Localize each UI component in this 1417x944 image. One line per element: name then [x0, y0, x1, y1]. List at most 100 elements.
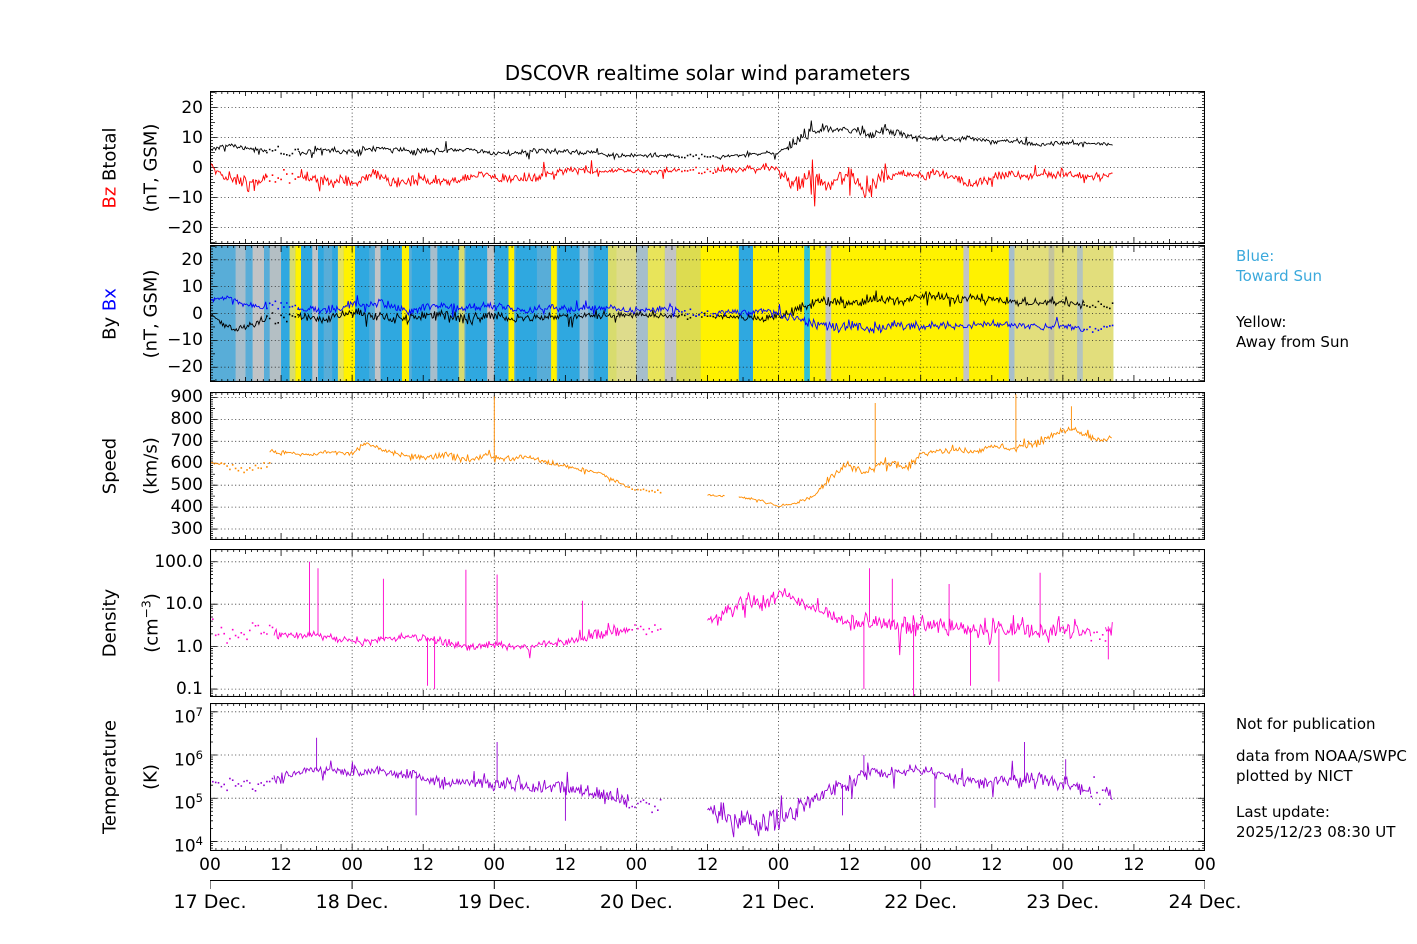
- x-hour-label: 00: [199, 855, 221, 875]
- density-panel: [210, 549, 1205, 697]
- x-hour-label: 12: [270, 855, 292, 875]
- series-by: [210, 311, 268, 332]
- series-bx: [297, 295, 680, 318]
- by-bx-axis-unit: (nT, GSM): [140, 269, 162, 358]
- x-hour-label: 12: [554, 855, 577, 875]
- x-hour-label: 00: [341, 855, 363, 875]
- temperature-ytick-label: 105: [174, 791, 203, 814]
- series-temperature-dots: [1090, 776, 1107, 806]
- series-temperature: [1105, 786, 1113, 801]
- gridlines: [210, 703, 1205, 851]
- series-group: [210, 394, 1113, 508]
- series-density: [273, 622, 630, 659]
- axis-ticks: [210, 245, 1205, 382]
- bz-btotal-axis-label: Bz Btotal: [99, 126, 121, 209]
- x-date-label: 20 Dec.: [599, 891, 673, 913]
- series-btotal-dots: [266, 145, 299, 157]
- speed-ytick-label: 400: [170, 497, 203, 518]
- series-group: [210, 737, 1113, 838]
- note-last-update: Last update: 2025/12/23 08:30 UT: [1236, 802, 1395, 842]
- x-date-label: 23 Dec.: [1026, 891, 1100, 913]
- x-hour-label: 12: [980, 855, 1003, 875]
- series-group: [210, 290, 1114, 334]
- series-temperature: [707, 760, 1092, 838]
- chart-title: DSCOVR realtime solar wind parameters: [504, 61, 911, 85]
- bz-btotal-ytick-label: 10: [181, 127, 203, 148]
- speed-axis-label: Speed: [99, 437, 121, 495]
- series-speed-dots: [628, 486, 662, 494]
- series-bx: [714, 303, 1085, 334]
- speed-ytick-label: 500: [170, 475, 203, 496]
- density-ytick-label: 1.0: [175, 636, 203, 657]
- x-hour-label: 00: [909, 855, 932, 875]
- series-speed: [707, 494, 725, 498]
- series-speed-spikes: [493, 394, 1072, 467]
- series-speed: [269, 442, 630, 488]
- panel-frame: [210, 549, 1205, 697]
- series-btotal-dots: [678, 153, 714, 160]
- legend-blue-line1: Blue:: [1236, 247, 1275, 265]
- panel-frame: [210, 245, 1205, 382]
- series-density: [707, 588, 1092, 656]
- bz-btotal-axis-unit: (nT, GSM): [140, 123, 162, 212]
- by-bx-ytick-label: −20: [167, 357, 203, 378]
- series-density-dots: [210, 618, 274, 644]
- by-bx-ytick-label: 0: [192, 303, 203, 324]
- series-btotal: [210, 143, 268, 155]
- series-bz: [714, 159, 1113, 207]
- series-temperature: [273, 760, 630, 808]
- speed-axis-unit: (km/s): [140, 437, 162, 495]
- series-bx-dots: [266, 300, 299, 310]
- legend-yellow-line2: Away from Sun: [1236, 333, 1349, 351]
- series-by: [714, 290, 1085, 323]
- note-not-for-publication: Not for publication: [1236, 715, 1376, 733]
- speed-panel: [210, 392, 1205, 540]
- axis-ticks: [210, 392, 1205, 540]
- series-bx-dots: [1083, 324, 1114, 333]
- x-hour-label: 00: [625, 855, 648, 875]
- series-temperature-dots: [628, 798, 662, 814]
- date-axis-ticks: [210, 880, 1205, 889]
- date-axis: [210, 880, 1205, 889]
- series-speed: [738, 426, 1113, 508]
- x-hour-label: 12: [1123, 855, 1145, 875]
- axis-ticks: [210, 549, 1205, 697]
- legend-blue-line2: Toward Sun: [1236, 267, 1322, 285]
- gridlines: [210, 91, 1205, 244]
- speed-ytick-label: 900: [170, 387, 203, 408]
- series-speed: [210, 461, 222, 466]
- series-bz: [210, 162, 268, 193]
- series-bz-dots: [678, 166, 714, 175]
- series-btotal: [297, 141, 680, 161]
- bz-btotal-ytick-label: −20: [167, 217, 203, 238]
- density-axis-label: Density: [99, 588, 121, 658]
- density-ytick-label: 10.0: [165, 594, 203, 615]
- bz-btotal-panel: [210, 91, 1205, 244]
- bz-btotal-ytick-label: −10: [167, 187, 203, 208]
- bz-btotal-ytick-label: 0: [192, 157, 203, 178]
- legend-yellow: Yellow: Away from Sun: [1236, 312, 1349, 352]
- series-group: [210, 561, 1113, 697]
- density-ytick-label: 100.0: [154, 551, 203, 572]
- speed-ytick-label: 600: [170, 453, 203, 474]
- by-bx-ytick-label: 10: [181, 276, 203, 297]
- x-date-label: 21 Dec.: [742, 891, 816, 913]
- speed-ytick-label: 300: [170, 519, 203, 540]
- series-by-dots: [1083, 300, 1114, 310]
- note-credit-line1: data from NOAA/SWPC: [1236, 747, 1407, 765]
- note-last-update-line1: Last update:: [1236, 803, 1330, 821]
- temperature-ytick-label: 104: [174, 834, 203, 858]
- x-date-label: 22 Dec.: [884, 891, 958, 913]
- note-credit: data from NOAA/SWPC plotted by NICT: [1236, 746, 1407, 786]
- series-bx: [210, 295, 268, 310]
- series-btotal: [714, 120, 1113, 161]
- series-density-dots: [1090, 631, 1107, 642]
- x-hour-label: 00: [767, 855, 790, 875]
- gridlines: [210, 392, 1205, 540]
- x-date-label: 24 Dec.: [1168, 891, 1242, 913]
- density-axis-unit: (cm−3): [139, 593, 163, 653]
- series-density: [1105, 622, 1113, 636]
- temperature-axis-label: Temperature: [99, 719, 121, 835]
- series-density-spikes: [309, 561, 1109, 697]
